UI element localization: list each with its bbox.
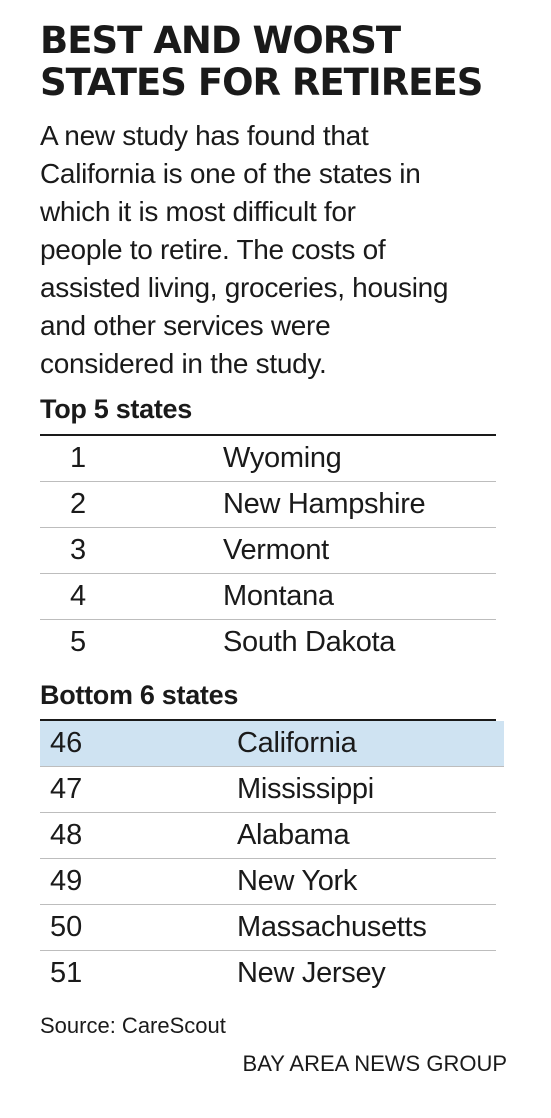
table-row: 47 Mississippi [40, 767, 496, 813]
rank-cell: 3 [70, 534, 87, 566]
state-cell: South Dakota [223, 626, 396, 658]
rank-cell: 1 [70, 442, 87, 474]
state-cell: Mississippi [237, 773, 374, 805]
rank-cell: 47 [50, 773, 83, 805]
table-row: 1 Wyoming [40, 436, 496, 482]
state-cell: Vermont [223, 534, 329, 566]
source-note: Source: CareScout [40, 1013, 226, 1038]
state-cell: Montana [223, 580, 334, 612]
rank-cell: 48 [50, 819, 83, 851]
table-row: 2 New Hampshire [40, 482, 496, 528]
state-cell: Alabama [237, 819, 350, 851]
top-states-table: 1 Wyoming 2 New Hampshire 3 Vermont 4 Mo… [40, 434, 496, 665]
intro-line: A new study has found that [40, 120, 369, 151]
table-row: 4 Montana [40, 574, 496, 620]
rank-cell: 4 [70, 580, 87, 612]
table-row: 50 Massachusetts [40, 905, 496, 951]
state-cell: New Hampshire [223, 488, 426, 520]
rank-cell: 5 [70, 626, 87, 658]
table-row: 48 Alabama [40, 813, 496, 859]
state-cell: Massachusetts [237, 911, 427, 943]
chart-title: BEST AND WORST STATES FOR RETIREES [40, 20, 520, 104]
table-row: 49 New York [40, 859, 496, 905]
table-row: 51 New Jersey [40, 951, 496, 996]
credit-line: BAY AREA NEWS GROUP [242, 1051, 507, 1076]
table-row: 3 Vermont [40, 528, 496, 574]
title-line: STATES FOR RETIREES [40, 61, 483, 104]
intro-line: people to retire. The costs of [40, 234, 386, 265]
rank-cell: 50 [50, 911, 83, 943]
intro-text: A new study has found that California is… [40, 117, 520, 383]
intro-line: considered in the study. [40, 348, 327, 379]
rank-cell: 51 [50, 957, 83, 989]
bottom-states-table: 46 California 47 Mississippi 48 Alabama … [40, 719, 504, 996]
rank-cell: 46 [50, 727, 83, 759]
intro-line: assisted living, groceries, housing [40, 272, 449, 303]
title-line: BEST AND WORST [40, 19, 401, 62]
bottom-states-heading: Bottom 6 states [40, 680, 239, 710]
state-cell: Wyoming [223, 442, 342, 474]
table-row-highlighted: 46 California [40, 721, 504, 767]
state-cell: New Jersey [237, 957, 386, 989]
rank-cell: 2 [70, 488, 87, 520]
top-states-heading: Top 5 states [40, 394, 192, 424]
intro-line: California is one of the states in [40, 158, 421, 189]
state-cell: California [237, 727, 357, 759]
table-row: 5 South Dakota [40, 620, 496, 665]
intro-line: and other services were [40, 310, 331, 341]
rank-cell: 49 [50, 865, 83, 897]
intro-line: which it is most difficult for [40, 196, 356, 227]
state-cell: New York [237, 865, 358, 897]
